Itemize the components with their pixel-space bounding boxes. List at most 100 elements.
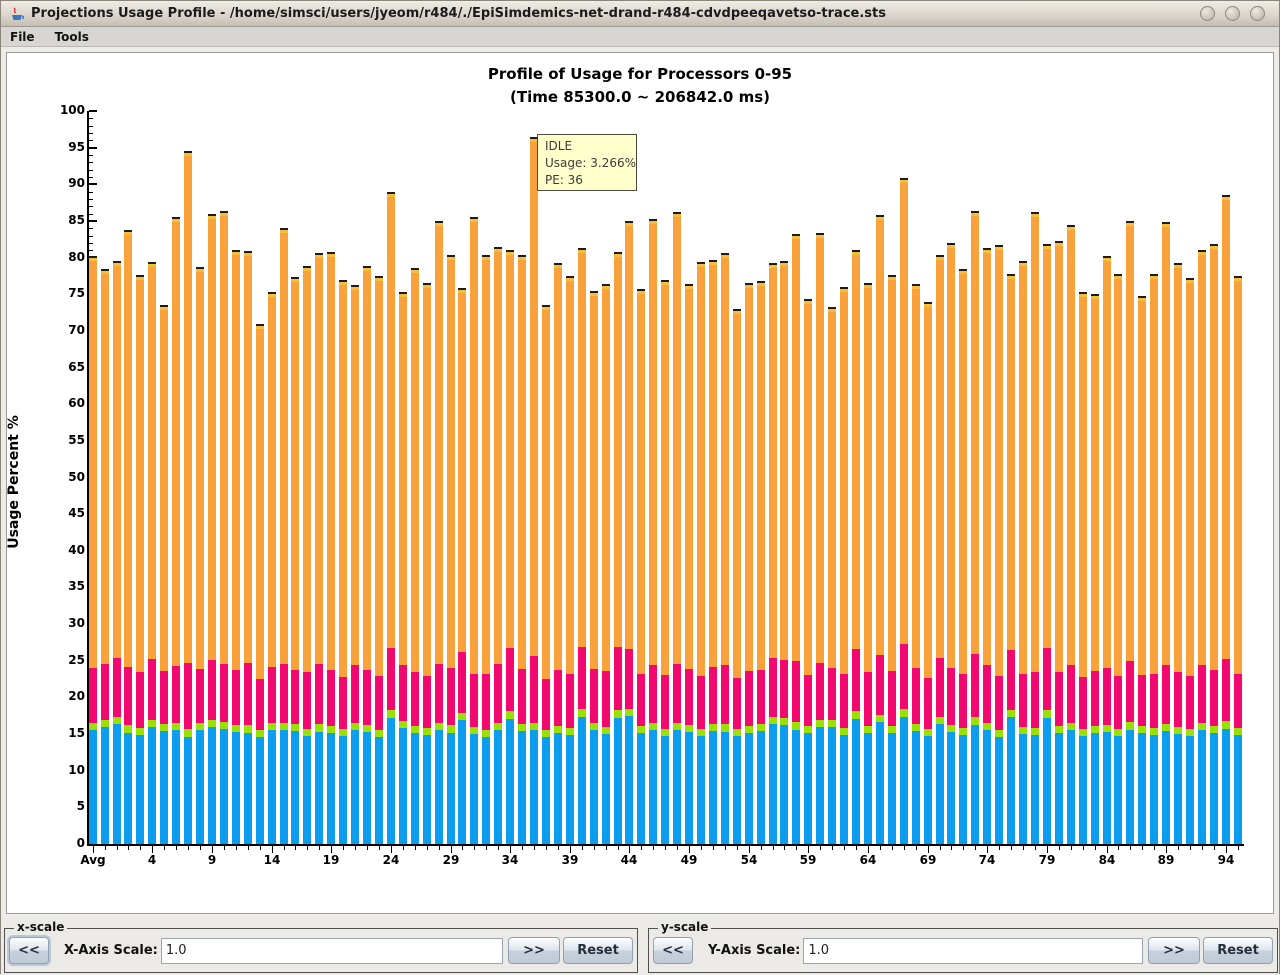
usage-bar[interactable]: [315, 253, 323, 844]
usage-bar[interactable]: [614, 252, 622, 844]
usage-bar[interactable]: [1198, 250, 1206, 844]
menu-tools[interactable]: Tools: [54, 29, 89, 44]
usage-bar[interactable]: [721, 253, 729, 844]
usage-bar[interactable]: [256, 324, 264, 844]
usage-bar[interactable]: [673, 212, 681, 844]
usage-bar[interactable]: [566, 276, 574, 844]
usage-bar[interactable]: [172, 217, 180, 844]
usage-bar[interactable]: [399, 292, 407, 844]
y-scale-increase-button[interactable]: >>: [1148, 937, 1200, 964]
usage-bar[interactable]: [1091, 294, 1099, 844]
usage-bar[interactable]: [792, 234, 800, 844]
usage-bar[interactable]: [196, 267, 204, 844]
usage-bar[interactable]: [828, 307, 836, 844]
usage-bar[interactable]: [1031, 212, 1039, 844]
usage-bar[interactable]: [757, 281, 765, 844]
usage-bar[interactable]: [470, 217, 478, 844]
usage-bar[interactable]: [101, 269, 109, 844]
usage-bar[interactable]: [1055, 241, 1063, 844]
usage-bar[interactable]: [1019, 261, 1027, 844]
usage-bar[interactable]: [733, 309, 741, 844]
usage-bar[interactable]: [1114, 274, 1122, 844]
usage-bar[interactable]: [482, 255, 490, 844]
usage-bar[interactable]: [780, 261, 788, 844]
usage-bar[interactable]: [339, 280, 347, 844]
usage-bar[interactable]: [1162, 222, 1170, 844]
minimize-button[interactable]: [1200, 6, 1215, 21]
usage-bar[interactable]: [590, 291, 598, 844]
usage-bar[interactable]: [1067, 225, 1075, 844]
usage-bar[interactable]: [709, 260, 717, 844]
usage-bar[interactable]: [852, 250, 860, 844]
usage-bar[interactable]: [1079, 292, 1087, 844]
usage-bar[interactable]: [1186, 278, 1194, 844]
usage-bar[interactable]: [291, 277, 299, 844]
usage-bar[interactable]: [959, 269, 967, 844]
usage-bar[interactable]: [1103, 256, 1111, 844]
close-button[interactable]: [1250, 6, 1265, 21]
usage-bar[interactable]: [912, 284, 920, 844]
usage-bar[interactable]: [148, 262, 156, 844]
usage-bar[interactable]: [1222, 195, 1230, 844]
usage-bar[interactable]: [208, 214, 216, 844]
usage-bar[interactable]: [864, 283, 872, 844]
usage-bar[interactable]: [447, 255, 455, 844]
usage-bar[interactable]: [947, 243, 955, 844]
menu-file[interactable]: File: [10, 29, 35, 44]
usage-bar[interactable]: [1126, 221, 1134, 844]
usage-bar[interactable]: [411, 268, 419, 844]
x-scale-increase-button[interactable]: >>: [508, 937, 560, 964]
usage-bar[interactable]: [685, 284, 693, 844]
usage-bar[interactable]: [637, 289, 645, 844]
usage-bar[interactable]: [280, 228, 288, 844]
usage-bar[interactable]: [971, 211, 979, 844]
usage-bar[interactable]: [268, 292, 276, 844]
usage-bar[interactable]: [327, 252, 335, 844]
usage-bar[interactable]: [387, 192, 395, 844]
usage-bar[interactable]: [745, 283, 753, 844]
usage-bar[interactable]: [1174, 263, 1182, 844]
usage-bar[interactable]: [816, 233, 824, 844]
usage-bar[interactable]: [423, 283, 431, 844]
usage-bar[interactable]: [184, 151, 192, 844]
usage-bar[interactable]: [89, 256, 97, 844]
usage-bar[interactable]: [578, 248, 586, 844]
x-scale-decrease-button[interactable]: <<: [9, 937, 49, 964]
y-axis-scale-input[interactable]: [803, 937, 1143, 964]
usage-bar[interactable]: [113, 261, 121, 844]
usage-bar[interactable]: [900, 178, 908, 844]
usage-bar[interactable]: [351, 285, 359, 844]
usage-bar[interactable]: [840, 287, 848, 844]
usage-bar[interactable]: [661, 280, 669, 844]
usage-bar[interactable]: [244, 251, 252, 844]
usage-bar[interactable]: [506, 250, 514, 844]
usage-bar[interactable]: [1234, 276, 1242, 844]
usage-bar[interactable]: [232, 250, 240, 844]
usage-bar[interactable]: [530, 137, 538, 844]
usage-bar[interactable]: [804, 299, 812, 844]
usage-bar[interactable]: [697, 262, 705, 844]
usage-bar[interactable]: [625, 221, 633, 844]
usage-bar[interactable]: [363, 266, 371, 844]
usage-bar[interactable]: [876, 215, 884, 844]
usage-bar[interactable]: [220, 211, 228, 844]
usage-bar[interactable]: [458, 288, 466, 844]
usage-bar[interactable]: [518, 255, 526, 844]
usage-bar[interactable]: [435, 221, 443, 844]
usage-bar[interactable]: [924, 302, 932, 844]
usage-bar[interactable]: [160, 305, 168, 844]
usage-bar[interactable]: [1150, 274, 1158, 844]
usage-bar[interactable]: [136, 275, 144, 844]
usage-bar[interactable]: [936, 255, 944, 844]
y-scale-reset-button[interactable]: Reset: [1203, 937, 1273, 964]
usage-bar[interactable]: [602, 284, 610, 844]
usage-bar[interactable]: [769, 263, 777, 844]
x-axis-scale-input[interactable]: [160, 937, 503, 964]
usage-bar[interactable]: [375, 276, 383, 844]
usage-bar[interactable]: [494, 247, 502, 844]
usage-bar[interactable]: [983, 248, 991, 844]
x-scale-reset-button[interactable]: Reset: [563, 937, 633, 964]
usage-bar[interactable]: [1138, 296, 1146, 844]
usage-bar[interactable]: [124, 230, 132, 844]
usage-bar[interactable]: [995, 245, 1003, 844]
